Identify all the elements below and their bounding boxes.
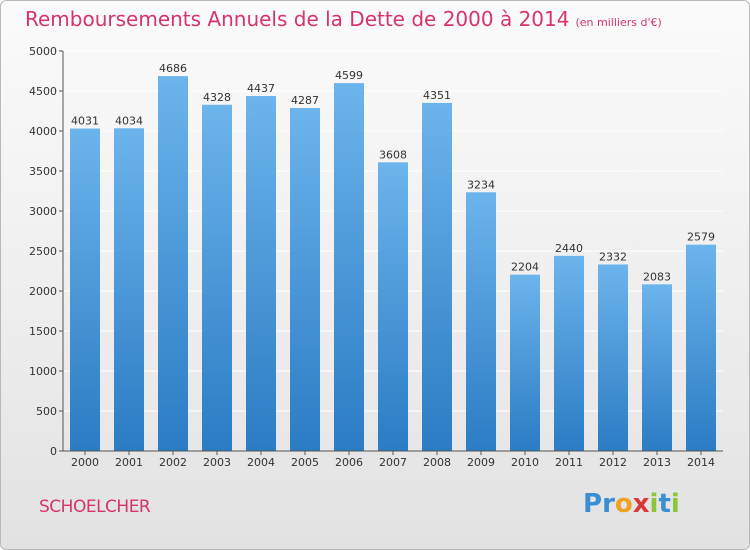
y-tick-label: 2500: [29, 245, 57, 258]
proxiti-logo: Proxiti: [583, 489, 680, 519]
y-tick-label: 2000: [29, 285, 57, 298]
bar-2002: [158, 76, 188, 452]
bar-2001: [114, 128, 144, 451]
x-tick-label: 2008: [423, 456, 451, 469]
x-tick-label: 2009: [467, 456, 495, 469]
labels: 0 500 1000 1500 2000 2500 3000 3500 4000 4500 5000…: [29, 45, 715, 469]
bar-2010: [510, 274, 540, 451]
logo-letter: r: [602, 489, 615, 519]
logo-letter: i: [649, 489, 659, 519]
data-label-2012: 2332: [599, 250, 627, 263]
x-tick-label: 2006: [335, 456, 363, 469]
y-tick-label: 4000: [29, 125, 57, 138]
bar-2011: [554, 255, 584, 451]
data-label-2004: 4437: [247, 82, 275, 95]
data-label-2014: 2579: [687, 231, 715, 244]
logo-letter: P: [583, 489, 603, 519]
y-tick-label: 5000: [29, 45, 57, 58]
bar-2012: [598, 264, 628, 451]
bar-2014: [686, 244, 716, 451]
chart-title: Remboursements Annuels de la Dette de 20…: [25, 7, 662, 31]
data-label-2009: 3234: [467, 178, 495, 191]
logo-letter: x: [632, 489, 650, 519]
logo-letter: i: [670, 489, 680, 519]
data-label-2008: 4351: [423, 89, 451, 102]
x-tick-label: 2012: [599, 456, 627, 469]
logo-letter: t: [658, 489, 671, 519]
bars: [70, 76, 716, 452]
x-tick-label: 2000: [71, 456, 99, 469]
bar-2006: [334, 83, 364, 451]
x-tick-label: 2013: [643, 456, 671, 469]
data-label-2006: 4599: [335, 69, 363, 82]
bar-2000: [70, 128, 100, 451]
bar-2007: [378, 162, 408, 452]
data-label-2003: 4328: [203, 91, 231, 104]
bar-2003: [202, 104, 232, 451]
y-tick-label: 1000: [29, 365, 57, 378]
data-label-2002: 4686: [159, 62, 187, 75]
data-label-2007: 3608: [379, 148, 407, 161]
bar-2004: [246, 96, 276, 451]
x-tick-label: 2003: [203, 456, 231, 469]
bar-2009: [466, 192, 496, 451]
x-tick-label: 2011: [555, 456, 583, 469]
data-label-2010: 2204: [511, 261, 539, 274]
x-tick-label: 2005: [291, 456, 319, 469]
chart-title-text: Remboursements Annuels de la Dette de 20…: [25, 7, 570, 31]
data-label-2011: 2440: [555, 242, 583, 255]
x-tick-label: 2007: [379, 456, 407, 469]
bar-2005: [290, 108, 320, 451]
y-tick-label: 3000: [29, 205, 57, 218]
y-tick-label: 3500: [29, 165, 57, 178]
data-label-2001: 4034: [115, 114, 143, 127]
data-label-2005: 4287: [291, 94, 319, 107]
x-tick-label: 2014: [687, 456, 715, 469]
y-tick-label: 500: [36, 405, 57, 418]
unit-note: (en milliers d'€): [575, 16, 662, 29]
data-label-2013: 2083: [643, 270, 671, 283]
x-tick-label: 2002: [159, 456, 187, 469]
logo-letter: o: [614, 489, 633, 519]
city-name: SCHOELCHER: [39, 497, 151, 517]
bar-2008: [422, 102, 452, 452]
bar-2013: [642, 284, 672, 451]
x-tick-label: 2004: [247, 456, 275, 469]
x-tick-label: 2001: [115, 456, 143, 469]
data-label-2000: 4031: [71, 115, 99, 128]
y-tick-label: 4500: [29, 85, 57, 98]
x-tick-label: 2010: [511, 456, 539, 469]
y-tick-label: 1500: [29, 325, 57, 338]
y-tick-label: 0: [50, 445, 57, 458]
axes: [59, 50, 723, 455]
